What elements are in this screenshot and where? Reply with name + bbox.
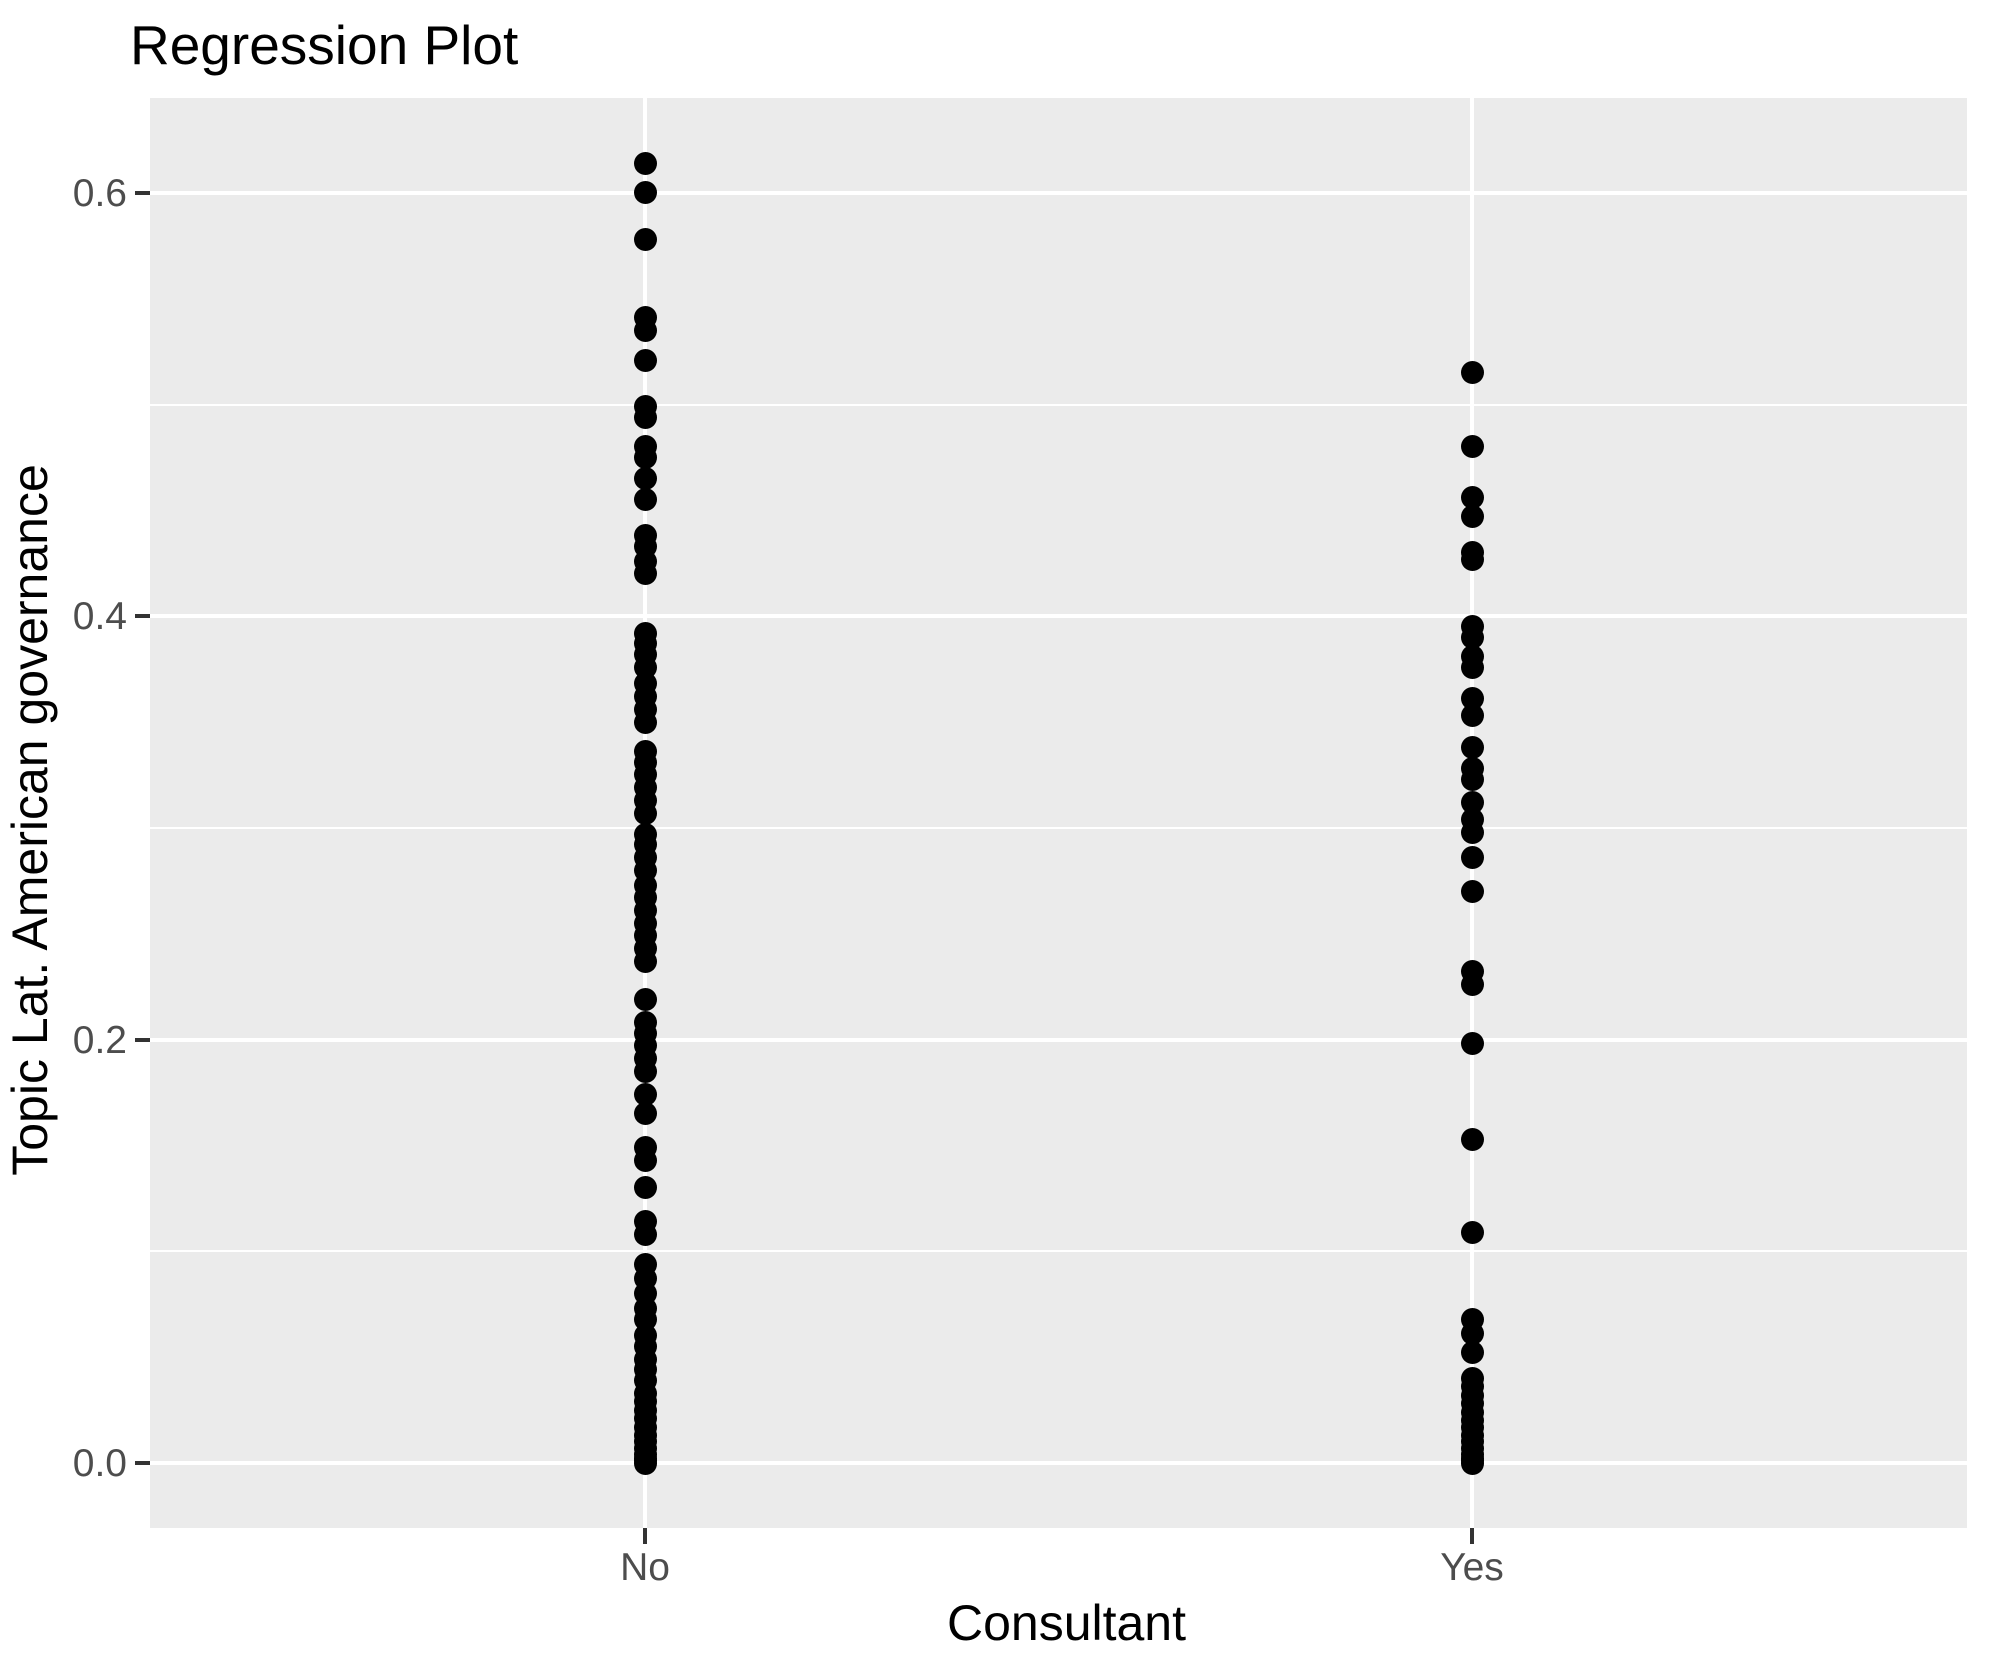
y-tick-mark-0.2 [135,1037,150,1042]
data-point-Yes [1460,973,1484,997]
data-point-Yes [1460,790,1484,814]
y-tick-label-0.4: 0.4 [72,595,127,639]
data-point-Yes [1460,435,1484,459]
data-point-Yes [1460,735,1484,759]
data-point-Yes [1460,1322,1484,1346]
y-tick-mark-0.4 [135,614,150,619]
data-point-No [633,1176,657,1200]
y-axis-title-text: Topic Lat. American governance [2,464,58,1176]
gridline-minor-y-0.3 [150,826,1967,829]
data-point-Yes [1460,1127,1484,1151]
data-point-No [633,467,657,491]
gridline-major-y-0.2 [150,1037,1967,1042]
data-point-Yes [1460,1032,1484,1056]
y-tick-label-0.0: 0.0 [72,1442,127,1485]
data-point-Yes [1460,879,1484,903]
data-point-No [633,710,657,734]
data-point-Yes [1460,655,1484,679]
x-tick-label-No: No [620,1546,670,1589]
data-point-Yes [1460,625,1484,649]
data-point-No [633,562,657,586]
data-point-No [633,227,657,251]
data-point-No [633,348,657,372]
data-point-No [633,488,657,512]
plot-panel [150,98,1967,1528]
y-tick-mark-0.6 [135,190,150,195]
y-tick-label-0.6: 0.6 [72,171,127,215]
gridline-major-y-0.0 [150,1461,1967,1465]
data-point-Yes [1460,486,1484,510]
gridline-minor-y-0.1 [150,1250,1967,1253]
data-point-Yes [1460,1341,1484,1365]
data-point-Yes [1460,547,1484,571]
x-axis-title: Consultant [946,1595,1187,1651]
data-point-No [633,318,657,342]
data-point-No [633,181,657,205]
y-tick-label-0.2: 0.2 [72,1018,127,1062]
data-point-Yes [1460,1451,1484,1475]
data-point-No [633,801,657,825]
data-point-Yes [1460,820,1484,844]
data-point-No [633,1083,657,1107]
x-tick-mark-No [643,1528,647,1544]
data-point-Yes [1460,704,1484,728]
y-tick-mark-0.0 [135,1461,150,1465]
data-point-No [633,151,657,175]
data-point-Yes [1460,361,1484,385]
data-point-No [633,1102,657,1126]
gridline-major-y-0.6 [150,190,1967,195]
data-point-No [633,987,657,1011]
data-point-Yes [1460,767,1484,791]
data-point-No [633,1222,657,1246]
data-point-No [633,1148,657,1172]
data-point-No [633,405,657,429]
plot-title: Regression Plot [130,14,519,76]
data-point-No [633,445,657,469]
data-point-No [633,1059,657,1083]
x-tick-mark-Yes [1470,1528,1474,1544]
data-point-Yes [1460,1220,1484,1244]
x-tick-label-Yes: Yes [1440,1546,1504,1589]
gridline-minor-y-0.5 [150,403,1967,406]
data-point-Yes [1460,505,1484,529]
data-point-Yes [1460,846,1484,870]
gridline-major-y-0.4 [150,614,1967,619]
data-point-No [633,949,657,973]
data-point-No [633,1451,657,1475]
